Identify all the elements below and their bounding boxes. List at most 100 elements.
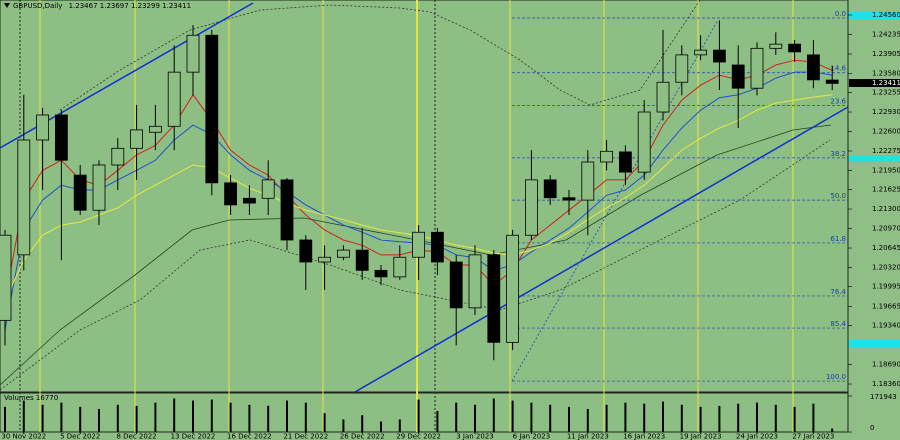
fib-label: 0.0 [835,10,846,18]
candle-body [374,269,388,278]
chart-title: GBPUSD,Daily 1.23467 1.23697 1.23299 1.2… [13,2,191,10]
candle-body [186,34,200,73]
x-tick-label: 29 Dec 2022 [396,433,441,440]
candle-body [750,47,764,89]
y-tick-label: 1.23580 [872,69,900,77]
axis-marker [849,340,900,347]
candle-body [506,234,520,343]
y-tick-label: 1.19665 [872,302,900,310]
volume-title: Volumes 16770 [4,394,58,402]
x-tick-label: 26 Dec 2022 [340,433,385,440]
y-tick-label: 1.20645 [872,244,900,252]
candle-body [336,249,350,258]
candle-body [731,64,745,89]
candle-body [412,231,426,258]
candle-body [92,164,106,211]
volume-tick-label: 0 [870,424,874,432]
candle-body [619,151,632,173]
candle-body [73,174,87,211]
candle-body [825,79,839,84]
y-tick-label: 1.21950 [872,166,900,174]
current-price: 1.23411 [872,79,900,87]
candle-body [261,179,275,199]
candle-body [468,254,482,309]
volume-tick-label: 171943 [870,393,897,401]
fib-label: 23.6 [830,97,846,105]
candle-body [299,239,313,263]
fib-label: 61.8 [830,235,846,243]
y-tick-label: 1.22275 [872,147,900,155]
candle-body [148,125,162,133]
candle-body [17,139,31,256]
candle-body [224,182,238,206]
y-tick-label: 1.22930 [872,108,900,116]
candle-body [788,43,801,53]
candle-body [543,179,557,199]
candle-body [600,150,613,163]
y-tick-label: 1.24560 [872,11,900,19]
y-tick-label: 1.23905 [872,50,900,58]
candle-body [55,114,68,161]
y-tick-label: 1.19995 [872,283,900,291]
x-tick-label: 11 Jan 2023 [567,433,609,440]
menu-icon [4,3,10,8]
candle-body [675,54,689,83]
y-tick-label: 1.22600 [872,128,900,136]
period-separators [19,0,794,432]
x-tick-label: 27 Jan 2023 [792,433,834,440]
candle-body [581,161,595,201]
axis-marker [849,155,900,162]
candle-body [487,254,501,343]
candle-body [280,179,294,241]
y-tick-label: 1.20320 [872,263,900,271]
price-marker [849,79,900,87]
plot-area [0,0,849,393]
fib-label: 38.2 [830,150,846,158]
y-tick-label: 1.21300 [872,205,900,213]
candle-body [318,256,332,263]
y-tick-label: 1.18360 [872,380,900,388]
candle-body [562,197,576,201]
x-tick-label: 5 Dec 2022 [60,433,100,440]
x-tick-label: 21 Dec 2022 [283,433,328,440]
y-tick-label: 1.20970 [872,225,900,233]
candle-body [694,49,707,56]
x-tick-label: 13 Dec 2022 [171,433,216,440]
candle-body [713,49,726,63]
candle-body [656,81,670,113]
candle-body [242,197,256,204]
x-tick-label: 24 Jan 2023 [736,433,778,440]
fib-label: 50.0 [830,192,846,200]
x-tick-label: 8 Dec 2022 [116,433,156,440]
candle-body [393,256,407,278]
fib-label: 14.6 [830,65,846,73]
y-tick-label: 1.24235 [872,30,900,38]
candle-body [449,261,463,309]
candle-body [111,147,125,166]
fib-trend [511,19,719,382]
fib-label: 100.0 [826,373,846,381]
upper-band [59,0,701,111]
candle-body [525,179,538,236]
y-tick-label: 1.21625 [872,186,900,194]
candle-body [130,129,144,149]
x-tick-label: 19 Jan 2023 [680,433,722,440]
candle-body [0,234,12,321]
lower-band [0,139,831,391]
candle-body [637,111,651,173]
fib-label: 76.4 [830,288,846,296]
x-tick-label: 3 Jan 2023 [456,433,494,440]
y-tick-label: 1.19340 [872,322,900,330]
candle-body [167,71,181,127]
axis-marker [849,12,900,20]
x-tick-label: 16 Jan 2023 [623,433,665,440]
y-tick-label: 1.23255 [872,89,900,97]
candle-body [769,43,783,49]
candle-body [807,54,820,81]
x-tick-label: 30 Nov 2022 [1,433,46,440]
candle-body [36,114,49,141]
candle-body [355,249,369,271]
candle-body [205,34,219,184]
x-tick-label: 16 Dec 2022 [227,433,272,440]
